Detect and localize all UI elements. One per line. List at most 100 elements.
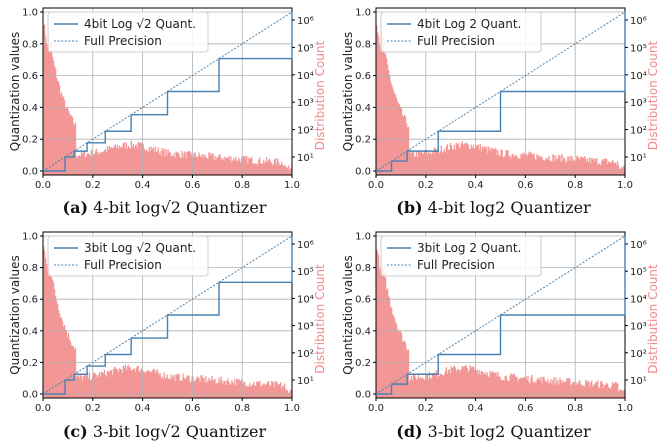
y-tick-label: 0.6 xyxy=(22,295,38,306)
y2-tick-label: 10² xyxy=(297,126,314,137)
y-tick-label: 1.0 xyxy=(22,232,38,243)
y-tick-label: 0.8 xyxy=(355,263,371,274)
x-tick-label: 0.8 xyxy=(567,180,583,191)
histogram-bars xyxy=(376,249,626,398)
x-tick-label: 1.0 xyxy=(284,180,300,191)
y-tick-label: 0.4 xyxy=(22,103,38,114)
y-axis-label: Quantization values xyxy=(8,32,22,152)
x-tick-label: 0.6 xyxy=(517,180,533,191)
x-tick-label: 0.0 xyxy=(368,403,384,414)
y2-axis-label: Distribution Count xyxy=(646,264,658,374)
y2-tick-label: 10⁵ xyxy=(630,43,647,54)
y2-tick-label: 10¹ xyxy=(297,153,314,164)
y2-tick-label: 10⁴ xyxy=(297,71,314,82)
legend-label-quantizer: 3bit Log √2 Quant. xyxy=(84,241,196,255)
y2-tick-label: 10⁴ xyxy=(630,294,647,305)
y-tick-label: 0.2 xyxy=(22,135,38,146)
y2-tick-label: 10³ xyxy=(630,98,647,109)
x-tick-label: 1.0 xyxy=(284,403,300,414)
series-quantizer-step xyxy=(43,12,293,172)
series-quantizer-step xyxy=(43,236,293,395)
y2-tick-label: 10¹ xyxy=(297,376,314,387)
x-tick-label: 0.2 xyxy=(418,403,434,414)
y-axis-label: Quantization values xyxy=(8,255,22,375)
legend-label-full-precision: Full Precision xyxy=(84,34,162,48)
distribution-histogram xyxy=(376,25,626,175)
legend-box xyxy=(47,235,209,277)
panel-b: 0.0 0.2 0.4 0.6 0.8 1.0 0.0 0.2 0.4 0.6 0.8 1.0 10¹ 1… xyxy=(341,7,658,191)
distribution-histogram xyxy=(43,24,293,176)
y-tick-label: 0.0 xyxy=(22,390,38,401)
legend: 4bit Log 2 Quant. Full Precision xyxy=(380,11,542,53)
legend-label-full-precision: Full Precision xyxy=(417,258,495,272)
y2-tick-label: 10⁶ xyxy=(297,16,314,27)
x-tick-label: 0.2 xyxy=(85,180,101,191)
y-tick-label: 0.8 xyxy=(355,39,371,50)
legend-label-quantizer: 4bit Log √2 Quant. xyxy=(84,17,196,31)
x-tick-label: 0.8 xyxy=(234,180,250,191)
panel-a: 0.0 0.2 0.4 0.6 0.8 1.0 0.0 0.2 0.4 0.6 0.8 1.0 10¹ 1… xyxy=(8,7,327,191)
x-tick-label: 0.4 xyxy=(135,403,151,414)
legend: 4bit Log √2 Quant. Full Precision xyxy=(47,11,209,53)
y-tick-label: 0.6 xyxy=(22,71,38,82)
y-tick-label: 0.4 xyxy=(22,326,38,337)
x-tick-label: 0.2 xyxy=(85,403,101,414)
y-tick-label: 0.6 xyxy=(355,71,371,82)
histogram-bars xyxy=(376,25,626,175)
y2-tick-label: 10⁶ xyxy=(297,240,314,251)
x-tick-label: 0.2 xyxy=(418,180,434,191)
y-tick-label: 0.0 xyxy=(22,167,38,178)
y2-tick-label: 10⁵ xyxy=(630,267,647,278)
x-tick-label: 0.0 xyxy=(35,403,51,414)
legend-label-quantizer: 3bit Log 2 Quant. xyxy=(417,241,521,255)
legend-box xyxy=(47,11,209,53)
panel-c: 0.0 0.2 0.4 0.6 0.8 1.0 0.0 0.2 0.4 0.6 0.8 1.0 10¹ 1… xyxy=(8,231,327,414)
x-tick-label: 0.0 xyxy=(368,180,384,191)
y2-tick-label: 10¹ xyxy=(630,153,647,164)
y-tick-label: 0.8 xyxy=(22,39,38,50)
y2-tick-label: 10³ xyxy=(297,98,314,109)
y2-tick-label: 10⁶ xyxy=(630,16,647,27)
legend-box xyxy=(380,235,542,277)
y-tick-label: 1.0 xyxy=(22,8,38,19)
x-tick-label: 0.6 xyxy=(517,403,533,414)
y-tick-label: 0.4 xyxy=(355,326,371,337)
y2-tick-label: 10⁴ xyxy=(297,294,314,305)
y2-tick-label: 10¹ xyxy=(630,376,647,387)
series-full-precision xyxy=(375,235,626,395)
histogram-bars xyxy=(43,24,293,176)
y-tick-label: 0.2 xyxy=(22,358,38,369)
x-tick-label: 1.0 xyxy=(617,403,633,414)
legend: 3bit Log √2 Quant. Full Precision xyxy=(47,235,209,277)
legend-box xyxy=(380,11,542,53)
y-tick-label: 0.2 xyxy=(355,358,371,369)
caption-d: (d) 3-bit log2 Quantizer xyxy=(396,422,591,441)
y2-tick-label: 10⁴ xyxy=(630,71,647,82)
plot-frame xyxy=(42,7,293,176)
y2-tick-label: 10² xyxy=(630,349,647,360)
y-axis-label: Quantization values xyxy=(341,32,355,152)
x-tick-label: 0.8 xyxy=(567,403,583,414)
y2-tick-label: 10⁶ xyxy=(630,240,647,251)
y-tick-label: 0.8 xyxy=(22,263,38,274)
x-tick-label: 0.6 xyxy=(184,403,200,414)
legend-label-full-precision: Full Precision xyxy=(84,258,162,272)
y2-tick-label: 10⁵ xyxy=(297,43,314,54)
caption-a: (a) 4-bit log√2 Quantizer xyxy=(62,198,267,217)
y-tick-label: 1.0 xyxy=(355,8,371,19)
y2-tick-label: 10² xyxy=(297,349,314,360)
distribution-histogram xyxy=(376,249,626,398)
plot-frame xyxy=(42,231,293,399)
x-tick-label: 0.6 xyxy=(184,180,200,191)
y-tick-label: 0.0 xyxy=(355,390,371,401)
y-tick-label: 0.0 xyxy=(355,167,371,178)
y-tick-label: 0.2 xyxy=(355,135,371,146)
x-tick-label: 0.4 xyxy=(468,403,484,414)
x-tick-label: 0.8 xyxy=(234,403,250,414)
series-full-precision xyxy=(42,235,293,395)
x-tick-label: 0.4 xyxy=(468,180,484,191)
x-tick-label: 0.4 xyxy=(135,180,151,191)
legend-label-quantizer: 4bit Log 2 Quant. xyxy=(417,17,521,31)
distribution-histogram xyxy=(43,246,293,398)
